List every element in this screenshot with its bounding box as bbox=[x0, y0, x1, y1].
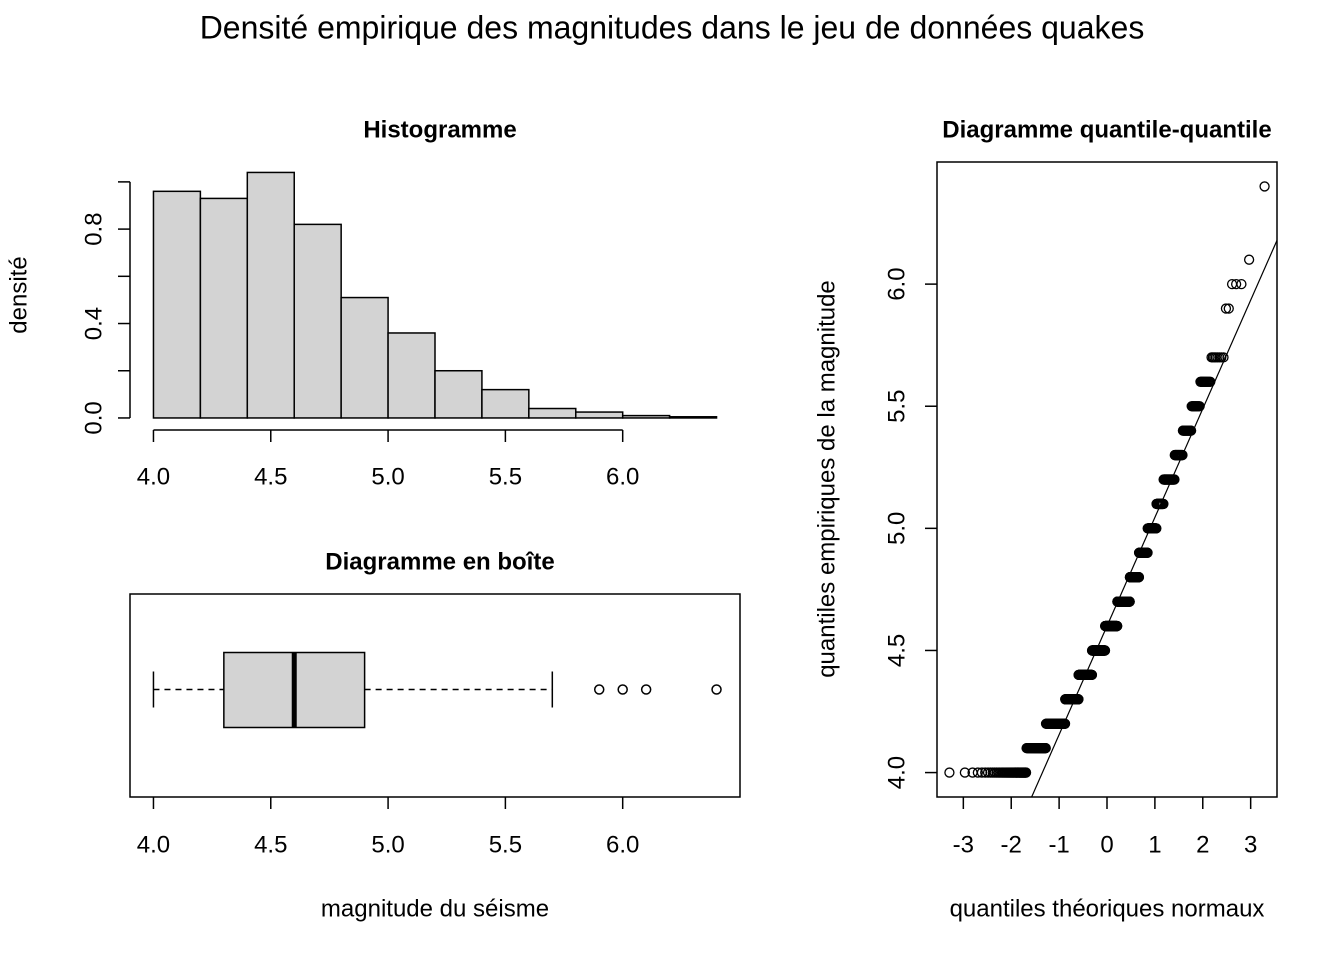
qq-point bbox=[959, 767, 971, 778]
qq-point bbox=[1169, 474, 1180, 485]
y-tick-label: 0.8 bbox=[80, 212, 107, 245]
bar bbox=[387, 332, 436, 419]
y-tick-label: 4.0 bbox=[883, 756, 910, 789]
qq-point bbox=[1177, 449, 1188, 461]
qq-point bbox=[1223, 303, 1234, 314]
qq-point bbox=[1158, 498, 1169, 510]
bar bbox=[293, 223, 342, 419]
qq-point bbox=[1218, 352, 1229, 363]
qq-point bbox=[1099, 645, 1111, 656]
qq-point bbox=[1112, 620, 1123, 632]
qq-point bbox=[1151, 523, 1162, 534]
qq-point bbox=[1133, 572, 1145, 583]
x-tick-label: 4.0 bbox=[137, 463, 170, 490]
bar bbox=[528, 407, 577, 419]
x-tick-label: 3 bbox=[1244, 831, 1257, 858]
qq-point bbox=[1040, 743, 1051, 754]
qq-point bbox=[1185, 425, 1197, 436]
x-tick-label: 5.0 bbox=[371, 831, 404, 858]
bar bbox=[340, 296, 389, 419]
bar bbox=[481, 388, 530, 419]
bar bbox=[152, 190, 202, 419]
y-tick-label: 0.0 bbox=[80, 401, 107, 434]
qq-point bbox=[1220, 303, 1232, 314]
bar bbox=[621, 414, 671, 419]
y-axis-label: densité bbox=[5, 256, 32, 333]
outlier bbox=[617, 684, 628, 695]
bar bbox=[668, 416, 718, 419]
qq-point bbox=[1059, 718, 1071, 729]
x-axis-label: magnitude du séisme bbox=[321, 895, 549, 922]
y-tick-label: 5.5 bbox=[883, 390, 910, 423]
plot-frame bbox=[129, 593, 741, 798]
qq-point bbox=[1086, 669, 1098, 681]
qq-point bbox=[944, 767, 955, 778]
x-tick-label: -3 bbox=[953, 831, 974, 858]
x-tick-label: 4.5 bbox=[254, 463, 287, 490]
bar bbox=[434, 369, 483, 419]
x-tick-label: 6.0 bbox=[606, 463, 639, 490]
x-tick-label: 5.0 bbox=[371, 463, 404, 490]
bar bbox=[575, 411, 624, 419]
qq-point bbox=[1236, 278, 1247, 290]
qq-point bbox=[1205, 376, 1216, 387]
y-tick-label: 6.0 bbox=[883, 267, 910, 300]
x-tick-label: 5.5 bbox=[489, 463, 522, 490]
outlier bbox=[593, 684, 605, 695]
bar bbox=[199, 197, 249, 419]
qq-point bbox=[1230, 278, 1242, 290]
x-tick-label: 6.0 bbox=[606, 831, 639, 858]
x-tick-label: 1 bbox=[1148, 831, 1161, 858]
panel-title: Histogramme bbox=[363, 116, 516, 143]
outlier bbox=[640, 684, 652, 695]
qq-point bbox=[1243, 254, 1255, 265]
panel-title: Diagramme quantile-quantile bbox=[942, 116, 1271, 143]
y-tick-label: 0.4 bbox=[80, 307, 107, 340]
y-tick-label: 5.0 bbox=[883, 512, 910, 545]
x-tick-label: 0 bbox=[1100, 831, 1113, 858]
bar bbox=[246, 171, 295, 419]
panel-title: Diagramme en boîte bbox=[325, 548, 554, 575]
y-axis-label: quantiles empiriques de la magnitude bbox=[813, 280, 840, 678]
main-title: Densité empirique des magnitudes dans le… bbox=[200, 9, 1145, 45]
x-tick-label: 2 bbox=[1196, 831, 1209, 858]
x-tick-label: -1 bbox=[1048, 831, 1069, 858]
qq-point bbox=[1073, 694, 1084, 705]
qq-point bbox=[1194, 401, 1205, 412]
qq-point bbox=[1020, 767, 1032, 778]
x-tick-label: -2 bbox=[1001, 831, 1022, 858]
x-axis-label: quantiles théoriques normaux bbox=[950, 895, 1265, 922]
qq-point bbox=[1142, 547, 1153, 558]
x-tick-label: 5.5 bbox=[489, 831, 522, 858]
x-tick-label: 4.5 bbox=[254, 831, 287, 858]
qq-point bbox=[1124, 596, 1135, 607]
qq-point bbox=[972, 767, 984, 778]
x-tick-label: 4.0 bbox=[137, 831, 170, 858]
outlier bbox=[711, 684, 722, 695]
qq-point bbox=[1259, 181, 1270, 192]
y-tick-label: 4.5 bbox=[883, 634, 910, 667]
